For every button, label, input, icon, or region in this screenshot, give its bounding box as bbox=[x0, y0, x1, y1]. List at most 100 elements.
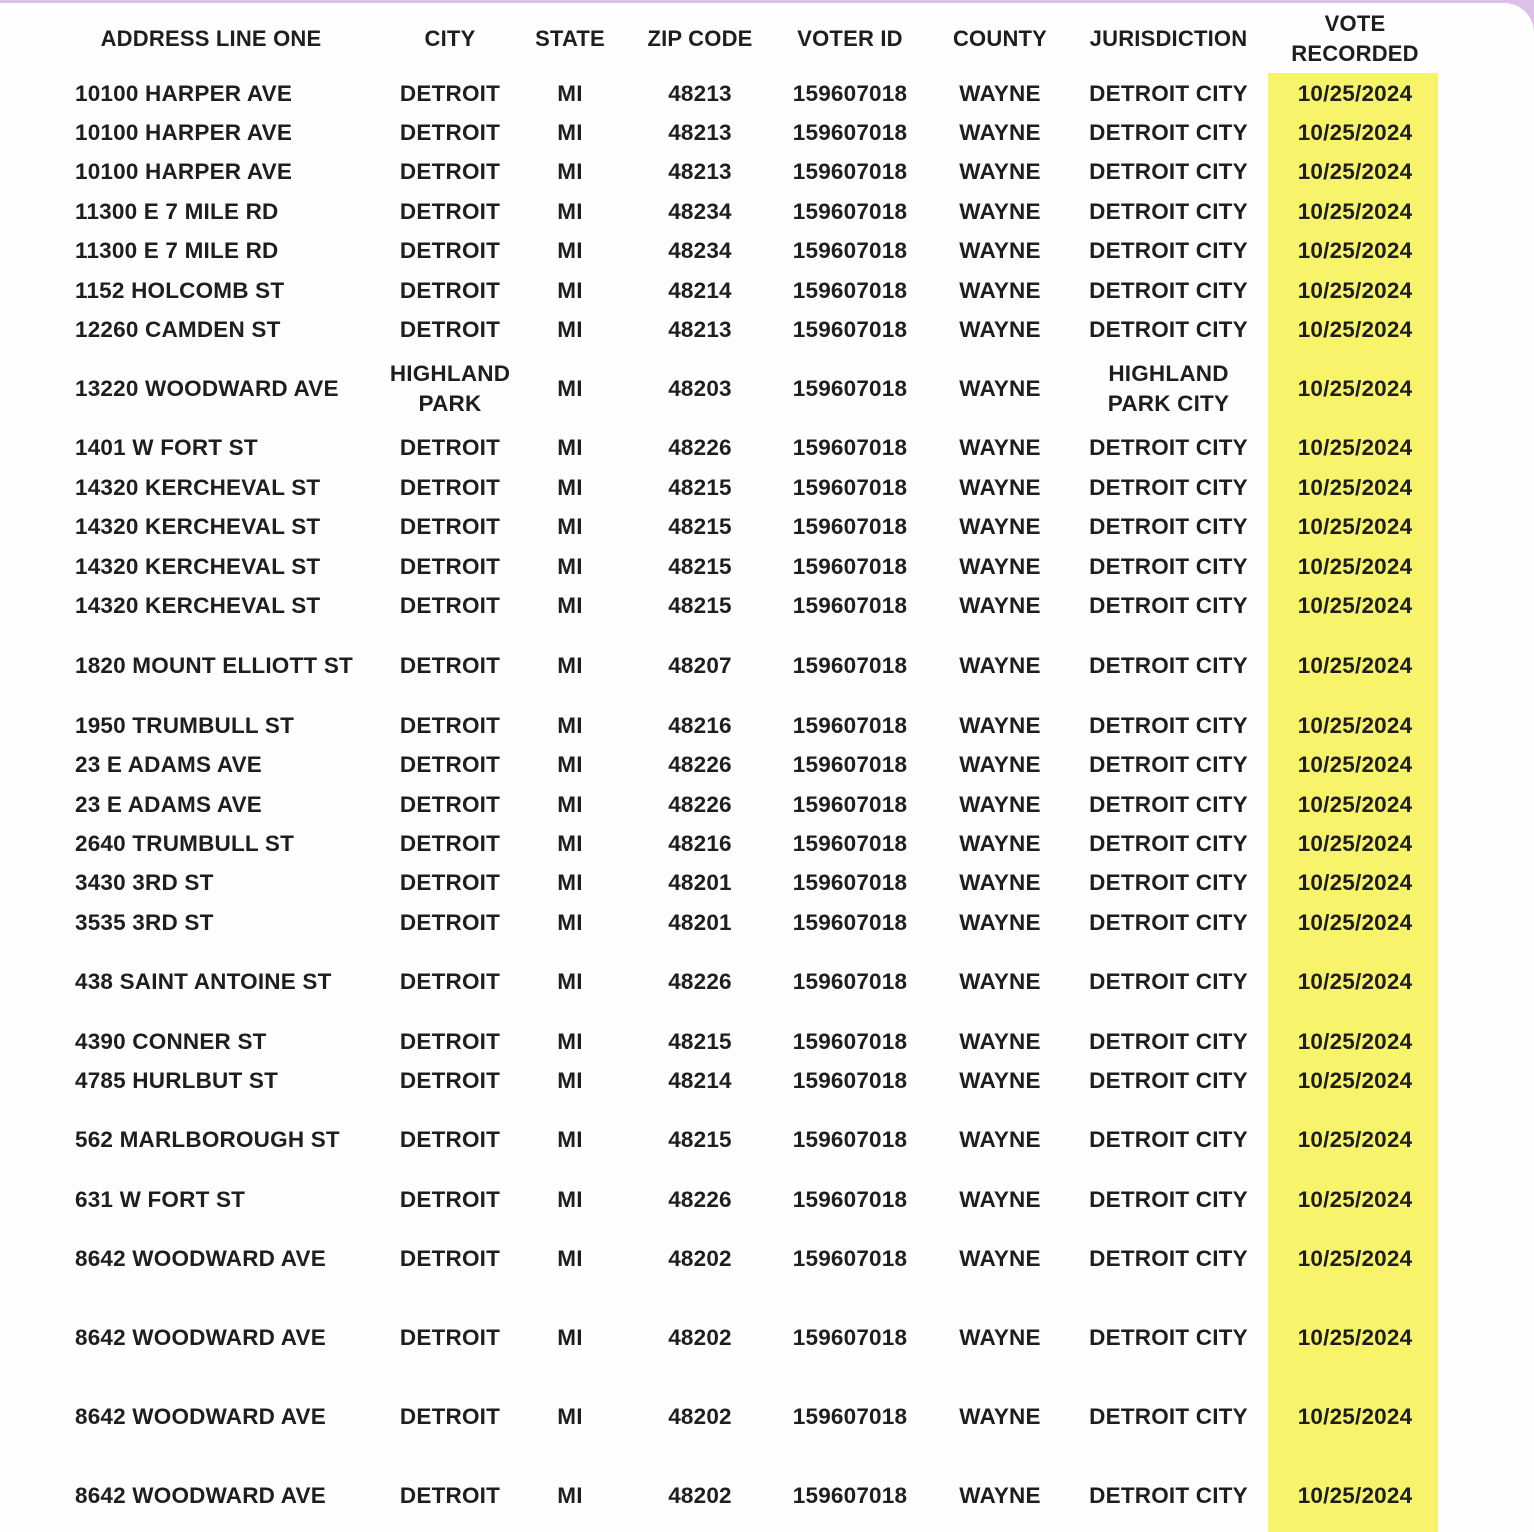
cell-jurisdiction: DETROIT CITY bbox=[1089, 1127, 1248, 1153]
cell-jurisdiction: DETROIT CITY bbox=[1089, 120, 1248, 146]
table-row: 438 SAINT ANTOINE ST DETROIT MI 48226 159607… bbox=[0, 962, 1534, 1001]
cell-county: WAYNE bbox=[959, 120, 1041, 146]
cell-state: MI bbox=[557, 830, 583, 856]
table-row: 8642 WOODWARD AVE DETROIT MI 48202 159607018… bbox=[0, 1397, 1534, 1436]
cell-address: 23 E ADAMS AVE bbox=[75, 791, 263, 817]
cell-address: 12260 CAMDEN ST bbox=[75, 317, 281, 343]
cell-city: DETROIT bbox=[399, 653, 501, 679]
cell-jurisdiction: DETROIT CITY bbox=[1089, 159, 1248, 185]
cell-county: WAYNE bbox=[959, 1246, 1041, 1272]
cell-county: WAYNE bbox=[959, 1067, 1041, 1093]
cell-jurisdiction: DETROIT CITY bbox=[1089, 969, 1248, 995]
cell-jurisdiction: DETROIT CITY bbox=[1089, 514, 1248, 540]
cell-voter-id: 159607018 bbox=[792, 514, 908, 540]
cell-address: 14320 KERCHEVAL ST bbox=[75, 553, 321, 579]
cell-state: MI bbox=[557, 435, 583, 461]
column-header-voter-id: VOTER ID bbox=[797, 25, 903, 51]
cell-state: MI bbox=[557, 198, 583, 224]
cell-vote-recorded: 10/25/2024 bbox=[1297, 120, 1413, 146]
cell-county: WAYNE bbox=[959, 752, 1041, 778]
cell-voter-id: 159607018 bbox=[792, 120, 908, 146]
cell-address: 1820 MOUNT ELLIOTT ST bbox=[75, 653, 353, 679]
cell-jurisdiction: DETROIT CITY bbox=[1089, 1067, 1248, 1093]
cell-state: MI bbox=[557, 1067, 583, 1093]
cell-jurisdiction: DETROIT CITY bbox=[1089, 830, 1248, 856]
cell-voter-id: 159607018 bbox=[792, 435, 908, 461]
cell-jurisdiction: DETROIT CITY bbox=[1089, 1403, 1248, 1429]
cell-address: 14320 KERCHEVAL ST bbox=[75, 474, 321, 500]
cell-address: 14320 KERCHEVAL ST bbox=[75, 592, 321, 618]
cell-vote-recorded: 10/25/2024 bbox=[1297, 474, 1413, 500]
cell-city: DETROIT bbox=[399, 909, 501, 935]
column-header-vote-recorded: VOTE RECORDED bbox=[1291, 10, 1419, 66]
cell-voter-id: 159607018 bbox=[792, 1325, 908, 1351]
cell-county: WAYNE bbox=[959, 969, 1041, 995]
cell-vote-recorded: 10/25/2024 bbox=[1297, 653, 1413, 679]
table-row: 23 E ADAMS AVE DETROIT MI 48226 159607018 WAY… bbox=[0, 785, 1534, 824]
cell-county: WAYNE bbox=[959, 553, 1041, 579]
cell-zip: 48207 bbox=[668, 653, 732, 679]
cell-jurisdiction: DETROIT CITY bbox=[1089, 1246, 1248, 1272]
cell-voter-id: 159607018 bbox=[792, 712, 908, 738]
cell-vote-recorded: 10/25/2024 bbox=[1297, 317, 1413, 343]
cell-voter-id: 159607018 bbox=[792, 830, 908, 856]
cell-address: 10100 HARPER AVE bbox=[75, 159, 293, 185]
cell-state: MI bbox=[557, 80, 583, 106]
table-row: 1950 TRUMBULL ST DETROIT MI 48216 159607018 W… bbox=[0, 706, 1534, 745]
table-row: 11300 E 7 MILE RD DETROIT MI 48234 159607018… bbox=[0, 232, 1534, 271]
column-header-zip: ZIP CODE bbox=[647, 25, 753, 51]
cell-city: DETROIT bbox=[399, 277, 501, 303]
table-row: 3535 3RD ST DETROIT MI 48201 159607018 WAYNE D… bbox=[0, 903, 1534, 942]
cell-address: 3430 3RD ST bbox=[75, 870, 214, 896]
cell-vote-recorded: 10/25/2024 bbox=[1297, 553, 1413, 579]
cell-vote-recorded: 10/25/2024 bbox=[1297, 830, 1413, 856]
cell-county: WAYNE bbox=[959, 1186, 1041, 1212]
table-row: 23 E ADAMS AVE DETROIT MI 48226 159607018 WAY… bbox=[0, 745, 1534, 784]
cell-state: MI bbox=[557, 317, 583, 343]
table-row: 631 W FORT ST DETROIT MI 48226 159607018 WAYN… bbox=[0, 1180, 1534, 1219]
cell-voter-id: 159607018 bbox=[792, 198, 908, 224]
cell-address: 8642 WOODWARD AVE bbox=[75, 1483, 326, 1509]
cell-address: 1152 HOLCOMB ST bbox=[75, 277, 285, 303]
cell-city: DETROIT bbox=[399, 553, 501, 579]
cell-voter-id: 159607018 bbox=[792, 277, 908, 303]
cell-zip: 48215 bbox=[668, 514, 732, 540]
column-header-city: CITY bbox=[424, 25, 476, 51]
cell-vote-recorded: 10/25/2024 bbox=[1297, 159, 1413, 185]
cell-jurisdiction: DETROIT CITY bbox=[1089, 712, 1248, 738]
cell-vote-recorded: 10/25/2024 bbox=[1297, 1028, 1413, 1054]
cell-county: WAYNE bbox=[959, 653, 1041, 679]
cell-vote-recorded: 10/25/2024 bbox=[1297, 1325, 1413, 1351]
cell-zip: 48214 bbox=[668, 277, 732, 303]
cell-county: WAYNE bbox=[959, 1127, 1041, 1153]
cell-voter-id: 159607018 bbox=[792, 159, 908, 185]
cell-vote-recorded: 10/25/2024 bbox=[1297, 1067, 1413, 1093]
table-row: 10100 HARPER AVE DETROIT MI 48213 159607018 W… bbox=[0, 113, 1534, 152]
cell-jurisdiction: DETROIT CITY bbox=[1089, 277, 1248, 303]
cell-city: DETROIT bbox=[399, 1127, 501, 1153]
cell-address: 13220 WOODWARD AVE bbox=[75, 376, 339, 402]
cell-zip: 48202 bbox=[668, 1325, 732, 1351]
table-row: 8642 WOODWARD AVE DETROIT MI 48202 159607018… bbox=[0, 1477, 1534, 1516]
cell-address: 8642 WOODWARD AVE bbox=[75, 1325, 326, 1351]
cell-vote-recorded: 10/25/2024 bbox=[1297, 752, 1413, 778]
table-row: 1401 W FORT ST DETROIT MI 48226 159607018 WAY… bbox=[0, 429, 1534, 468]
cell-address: 11300 E 7 MILE RD bbox=[75, 238, 279, 264]
cell-vote-recorded: 10/25/2024 bbox=[1297, 238, 1413, 264]
cell-voter-id: 159607018 bbox=[792, 238, 908, 264]
cell-city: DETROIT bbox=[399, 238, 501, 264]
cell-vote-recorded: 10/25/2024 bbox=[1297, 1246, 1413, 1272]
cell-city: DETROIT bbox=[399, 592, 501, 618]
vote-recorded-highlight-band bbox=[1268, 73, 1438, 1532]
cell-address: 4390 CONNER ST bbox=[75, 1028, 267, 1054]
cell-city: DETROIT bbox=[399, 159, 501, 185]
cell-city: DETROIT bbox=[399, 80, 501, 106]
cell-jurisdiction: DETROIT CITY bbox=[1089, 791, 1248, 817]
column-header-jurisdiction: JURISDICTION bbox=[1089, 25, 1248, 51]
cell-city: DETROIT bbox=[399, 1186, 501, 1212]
cell-zip: 48213 bbox=[668, 120, 732, 146]
cell-zip: 48215 bbox=[668, 474, 732, 500]
table-row: 8642 WOODWARD AVE DETROIT MI 48202 159607018… bbox=[0, 1319, 1534, 1358]
cell-city: DETROIT bbox=[399, 870, 501, 896]
cell-zip: 48213 bbox=[668, 159, 732, 185]
